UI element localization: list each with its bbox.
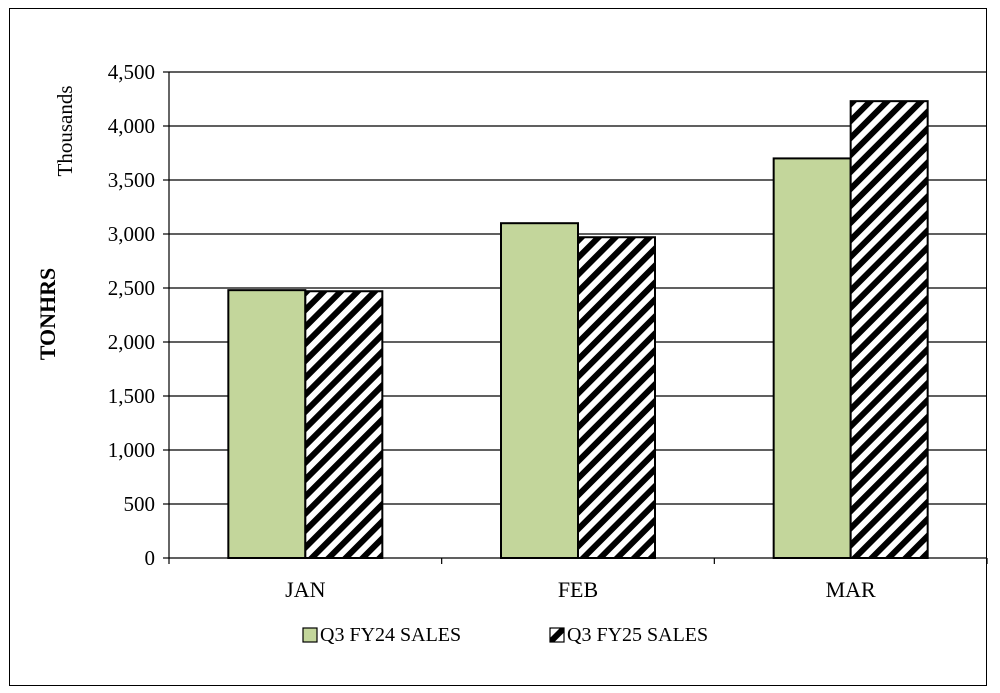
- x-category-label: MAR: [826, 577, 876, 602]
- bar-mar-series-1: [772, 157, 852, 559]
- x-category-label: FEB: [558, 577, 598, 602]
- y-tick-label: 2,500: [108, 276, 155, 300]
- y-unit-label: Thousands: [53, 86, 77, 177]
- legend-swatch: [549, 627, 565, 643]
- legend-swatch: [302, 627, 318, 643]
- y-tick-label: 3,500: [108, 168, 155, 192]
- axes: [163, 71, 988, 564]
- y-tick-label: 4,000: [108, 114, 155, 138]
- y-tick-label: 0: [145, 546, 156, 570]
- y-tick-label: 4,500: [108, 60, 155, 84]
- y-tick-label: 2,000: [108, 330, 155, 354]
- y-tick-labels: 0 500 1,000 1,500 2,000 2,500 3,000 3,500 4,000 4…: [108, 60, 155, 570]
- y-tick-label: 500: [124, 492, 156, 516]
- bars: [227, 100, 929, 560]
- legend: Q3 FY24 SALES Q3 FY25 SALES: [302, 624, 708, 646]
- bar-mar-series-2: [849, 100, 929, 559]
- bar-jan-series-2: [304, 290, 384, 559]
- y-tick-label: 3,000: [108, 222, 155, 246]
- bar-feb-series-1: [500, 222, 579, 559]
- y-tick-label: 1,500: [108, 384, 155, 408]
- x-category-label: JAN: [285, 577, 325, 602]
- bar-jan-series-1: [227, 289, 307, 559]
- legend-label: Q3 FY24 SALES: [320, 624, 461, 646]
- x-category-labels: JAN FEB MAR: [285, 577, 876, 602]
- bar-feb-series-2: [577, 236, 656, 560]
- legend-label: Q3 FY25 SALES: [567, 624, 708, 646]
- y-axis-title: TONHRS: [35, 268, 60, 361]
- y-tick-label: 1,000: [108, 438, 155, 462]
